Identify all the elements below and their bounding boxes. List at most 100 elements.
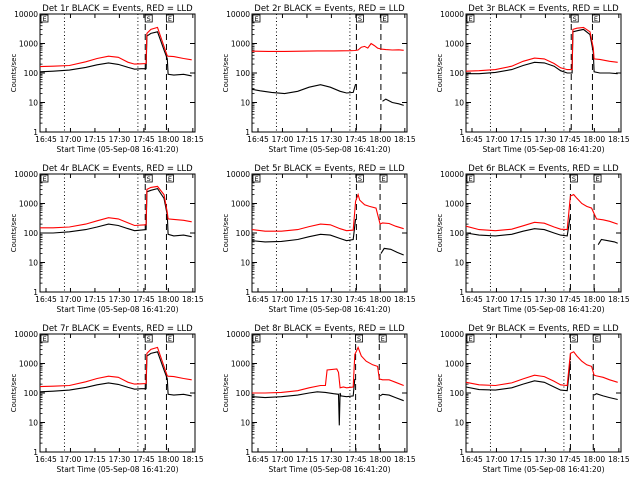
x-tick-label: 17:00	[272, 455, 294, 464]
x-tick-label: 17:15	[84, 455, 106, 464]
panel-title: Det 4r BLACK = Events, RED = LLD	[42, 164, 193, 174]
flag-label: S	[358, 175, 362, 183]
x-tick-label: 16:45	[247, 455, 269, 464]
y-axis-label: Counts/sec	[222, 54, 230, 93]
x-tick-label: 18:15	[608, 455, 630, 464]
y-axis-label: Counts/sec	[10, 374, 18, 413]
flag-label: S	[147, 175, 151, 183]
plot-frame	[39, 333, 196, 453]
flag-label: E	[168, 335, 172, 343]
x-tick-label: 18:00	[158, 135, 180, 144]
x-tick-label: 18:00	[584, 135, 606, 144]
y-tick-label: 1000	[19, 40, 38, 49]
x-tick-label: 18:00	[158, 455, 180, 464]
y-tick-label: 1000	[19, 200, 38, 209]
flag-box	[570, 14, 579, 23]
x-tick-label: 17:00	[486, 295, 508, 304]
events-series-line	[251, 83, 357, 95]
events-series-line	[465, 215, 571, 237]
events-series-line	[40, 187, 192, 238]
events-series-line	[466, 28, 618, 75]
x-tick-label: 17:00	[272, 135, 294, 144]
flag-box	[144, 334, 153, 343]
y-tick-label: 1	[459, 288, 464, 297]
flag-box	[166, 334, 174, 343]
flag-label: E	[381, 335, 385, 343]
events-series-line	[379, 393, 404, 402]
flag-box	[166, 174, 174, 183]
lld-series-line	[251, 192, 404, 232]
lld-series-line	[39, 346, 192, 388]
flag-label-left: E	[468, 335, 472, 343]
x-tick-label: 17:15	[296, 295, 318, 304]
x-axis-label: Start Time (05-Sep-08 16:41:20)	[57, 305, 179, 314]
events-series-line	[251, 378, 356, 426]
y-tick-label: 1000	[445, 360, 464, 369]
y-tick-label: 1000	[445, 200, 464, 209]
panel-title: Det 1r BLACK = Events, RED = LLD	[42, 4, 193, 14]
x-tick-label: 18:00	[584, 295, 606, 304]
y-tick-label: 10000	[14, 10, 38, 19]
x-tick-label: 17:30	[535, 135, 557, 144]
x-tick-label: 17:00	[60, 455, 82, 464]
x-tick-label: 17:30	[321, 135, 343, 144]
plot-frame	[251, 173, 408, 293]
y-axis-label: Counts/sec	[436, 54, 444, 93]
y-tick-label: 100	[450, 389, 465, 398]
y-axis-label: Counts/sec	[10, 214, 18, 253]
plot-frame	[251, 13, 408, 133]
x-tick-label: 17:45	[133, 295, 155, 304]
x-tick-label: 17:45	[133, 455, 155, 464]
flag-box-left	[40, 14, 49, 23]
x-axis-label: Start Time (05-Sep-08 16:41:20)	[483, 465, 605, 474]
flag-box	[380, 14, 389, 23]
flag-box-left	[466, 334, 475, 343]
y-tick-label: 100	[450, 69, 465, 78]
x-tick-label: 18:15	[394, 295, 416, 304]
panel-title: Det 7r BLACK = Events, RED = LLD	[42, 324, 193, 334]
flag-label-left: E	[468, 175, 472, 183]
flag-box-left	[40, 174, 49, 183]
lld-series-line	[252, 345, 404, 394]
y-tick-label: 1000	[231, 360, 250, 369]
x-tick-label: 17:30	[321, 455, 343, 464]
flag-label-left: E	[42, 15, 46, 23]
x-axis-label: Start Time (05-Sep-08 16:41:20)	[269, 305, 391, 314]
x-tick-label: 17:45	[559, 135, 581, 144]
y-tick-label: 1	[459, 128, 464, 137]
y-tick-label: 1	[459, 448, 464, 457]
y-axis-label: Counts/sec	[436, 374, 444, 413]
flag-label-left: E	[468, 15, 472, 23]
y-tick-label: 10	[454, 259, 464, 268]
y-tick-label: 10000	[440, 10, 464, 19]
y-tick-label: 1000	[231, 40, 250, 49]
events-series-line	[465, 361, 571, 392]
x-tick-label: 17:15	[296, 455, 318, 464]
flag-box-left	[252, 334, 261, 343]
x-tick-label: 17:15	[84, 135, 106, 144]
x-tick-label: 17:00	[486, 455, 508, 464]
flag-box	[593, 174, 602, 183]
x-tick-label: 18:00	[158, 295, 180, 304]
plot-frame	[465, 173, 622, 293]
panel-title: Det 3r BLACK = Events, RED = LLD	[468, 4, 619, 14]
y-tick-label: 10	[240, 419, 250, 428]
lld-series-line	[39, 26, 192, 68]
lld-series-line	[40, 185, 192, 229]
flag-label: S	[147, 15, 151, 23]
x-tick-label: 17:45	[345, 295, 367, 304]
x-tick-label: 18:15	[608, 295, 630, 304]
x-tick-label: 18:00	[370, 135, 392, 144]
flag-box-left	[252, 174, 261, 183]
x-tick-label: 17:45	[345, 455, 367, 464]
flag-label-left: E	[254, 335, 258, 343]
panel-title: Det 5r BLACK = Events, RED = LLD	[254, 164, 405, 174]
events-series-line	[382, 98, 404, 106]
flag-box	[592, 14, 600, 23]
flag-box	[356, 14, 364, 23]
flag-box	[166, 14, 174, 23]
